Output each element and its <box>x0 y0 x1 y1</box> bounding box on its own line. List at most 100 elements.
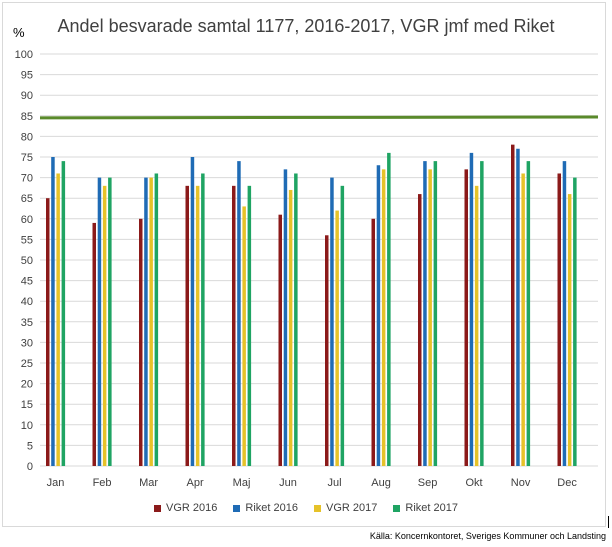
bar-vgr-2016 <box>464 169 468 467</box>
y-tick-label: 95 <box>21 70 33 82</box>
bar-riket-2017 <box>526 161 531 466</box>
y-tick-label: 55 <box>21 234 33 246</box>
y-tick-label: 90 <box>21 90 33 102</box>
bar-vgr-2016 <box>278 214 282 466</box>
bar-riket-2016 <box>51 157 55 466</box>
bar-riket-2017 <box>247 185 252 466</box>
x-tick-label: Dec <box>557 477 577 489</box>
bar-riket-2017 <box>61 161 66 466</box>
x-tick-label: Feb <box>93 477 112 489</box>
target-line <box>39 115 599 120</box>
bar-riket-2017 <box>573 177 577 466</box>
bar-riket-2016 <box>423 161 427 466</box>
bar-vgr-2016 <box>371 218 375 466</box>
bar-riket-2016 <box>237 161 241 466</box>
chart-title: Andel besvarade samtal 1177, 2016-2017, … <box>57 16 555 36</box>
y-tick-label: 20 <box>21 379 33 391</box>
y-tick-label: 100 <box>15 49 33 61</box>
source-note: Källa: Koncernkontoret, Sveriges Kommune… <box>369 531 606 541</box>
bar-riket-2017 <box>154 173 159 467</box>
y-tick-label: 45 <box>21 276 33 288</box>
bar-riket-2016 <box>516 148 520 466</box>
x-tick-label: Aug <box>371 477 391 489</box>
bar-vgr-2016 <box>232 185 236 466</box>
bar-vgr-2017 <box>288 189 293 466</box>
bar-riket-2017 <box>108 177 112 466</box>
y-tick-label: 65 <box>21 193 33 205</box>
bar-vgr-2017 <box>521 173 525 467</box>
y-tick-label: 70 <box>21 173 33 185</box>
y-axis-label: % <box>13 25 25 40</box>
x-tick-label: Jul <box>328 477 342 489</box>
bar-riket-2017 <box>433 161 438 466</box>
x-tick-label: Sep <box>418 477 438 489</box>
bar-riket-2016 <box>376 165 381 467</box>
bar-vgr-2017 <box>195 185 200 466</box>
y-tick-label: 80 <box>21 131 33 143</box>
bar-vgr-2016 <box>139 218 143 466</box>
bar-riket-2017 <box>480 161 484 466</box>
y-tick-label: 75 <box>21 152 33 164</box>
x-tick-label: Apr <box>186 477 203 489</box>
chart-frame <box>2 2 606 527</box>
bar-vgr-2017 <box>102 185 107 466</box>
bar-riket-2016 <box>190 157 195 466</box>
x-tick-label: Nov <box>511 477 531 489</box>
y-tick-label: 5 <box>27 440 33 452</box>
x-tick-label: Okt <box>465 477 482 489</box>
bar-vgr-2016 <box>418 194 422 466</box>
y-tick-label: 85 <box>21 111 33 123</box>
bar-riket-2016 <box>144 177 148 466</box>
bar-riket-2016 <box>562 161 567 466</box>
bar-vgr-2016 <box>92 222 96 466</box>
legend-label: Riket 2017 <box>405 502 458 514</box>
bar-vgr-2016 <box>557 173 561 467</box>
x-tick-label: Jan <box>47 477 65 489</box>
bar-riket-2016 <box>97 177 102 466</box>
legend-item: Riket 2016 <box>233 502 298 514</box>
y-tick-label: 35 <box>21 317 33 329</box>
y-tick-label: 25 <box>21 358 33 370</box>
bar-riket-2016 <box>330 177 334 466</box>
y-tick-label: 0 <box>27 461 33 473</box>
bar-vgr-2017 <box>474 185 479 466</box>
x-tick-label: Maj <box>233 477 251 489</box>
bar-vgr-2017 <box>428 169 432 467</box>
legend-label: VGR 2016 <box>166 502 218 514</box>
bar-riket-2017 <box>387 152 391 466</box>
bar-vgr-2016 <box>325 235 329 466</box>
x-tick-label: Mar <box>139 477 158 489</box>
bar-riket-2017 <box>201 173 205 467</box>
legend-item: VGR 2017 <box>314 502 377 514</box>
legend-label: VGR 2017 <box>326 502 378 514</box>
x-tick-label: Jun <box>279 477 297 489</box>
legend-swatch <box>154 504 162 512</box>
bar-vgr-2017 <box>149 177 153 466</box>
y-tick-label: 40 <box>21 296 33 308</box>
y-tick-label: 30 <box>21 337 33 349</box>
bar-riket-2016 <box>283 169 288 467</box>
bar-vgr-2016 <box>511 144 515 466</box>
legend-swatch <box>393 504 401 512</box>
bar-riket-2016 <box>469 152 474 466</box>
y-tick-label: 50 <box>21 255 33 267</box>
bar-vgr-2017 <box>567 194 572 466</box>
bar-vgr-2017 <box>335 210 339 466</box>
bar-riket-2017 <box>294 173 298 467</box>
chart-legend: VGR 2016 Riket 2016 VGR 2017 Riket 2017 <box>0 502 612 514</box>
legend-item: Riket 2017 <box>393 502 458 514</box>
legend-swatch <box>314 504 321 512</box>
bar-vgr-2016 <box>185 185 189 466</box>
border-tick <box>608 516 609 528</box>
bar-vgr-2017 <box>381 169 386 467</box>
y-tick-label: 10 <box>21 420 33 432</box>
legend-swatch <box>233 504 241 512</box>
legend-label: Riket 2016 <box>245 502 298 514</box>
bar-vgr-2017 <box>242 206 246 466</box>
bar-vgr-2016 <box>46 198 50 466</box>
y-tick-label: 15 <box>21 399 33 411</box>
y-tick-label: 60 <box>21 214 33 226</box>
legend-item: VGR 2016 <box>154 502 217 514</box>
bar-vgr-2017 <box>56 173 60 467</box>
